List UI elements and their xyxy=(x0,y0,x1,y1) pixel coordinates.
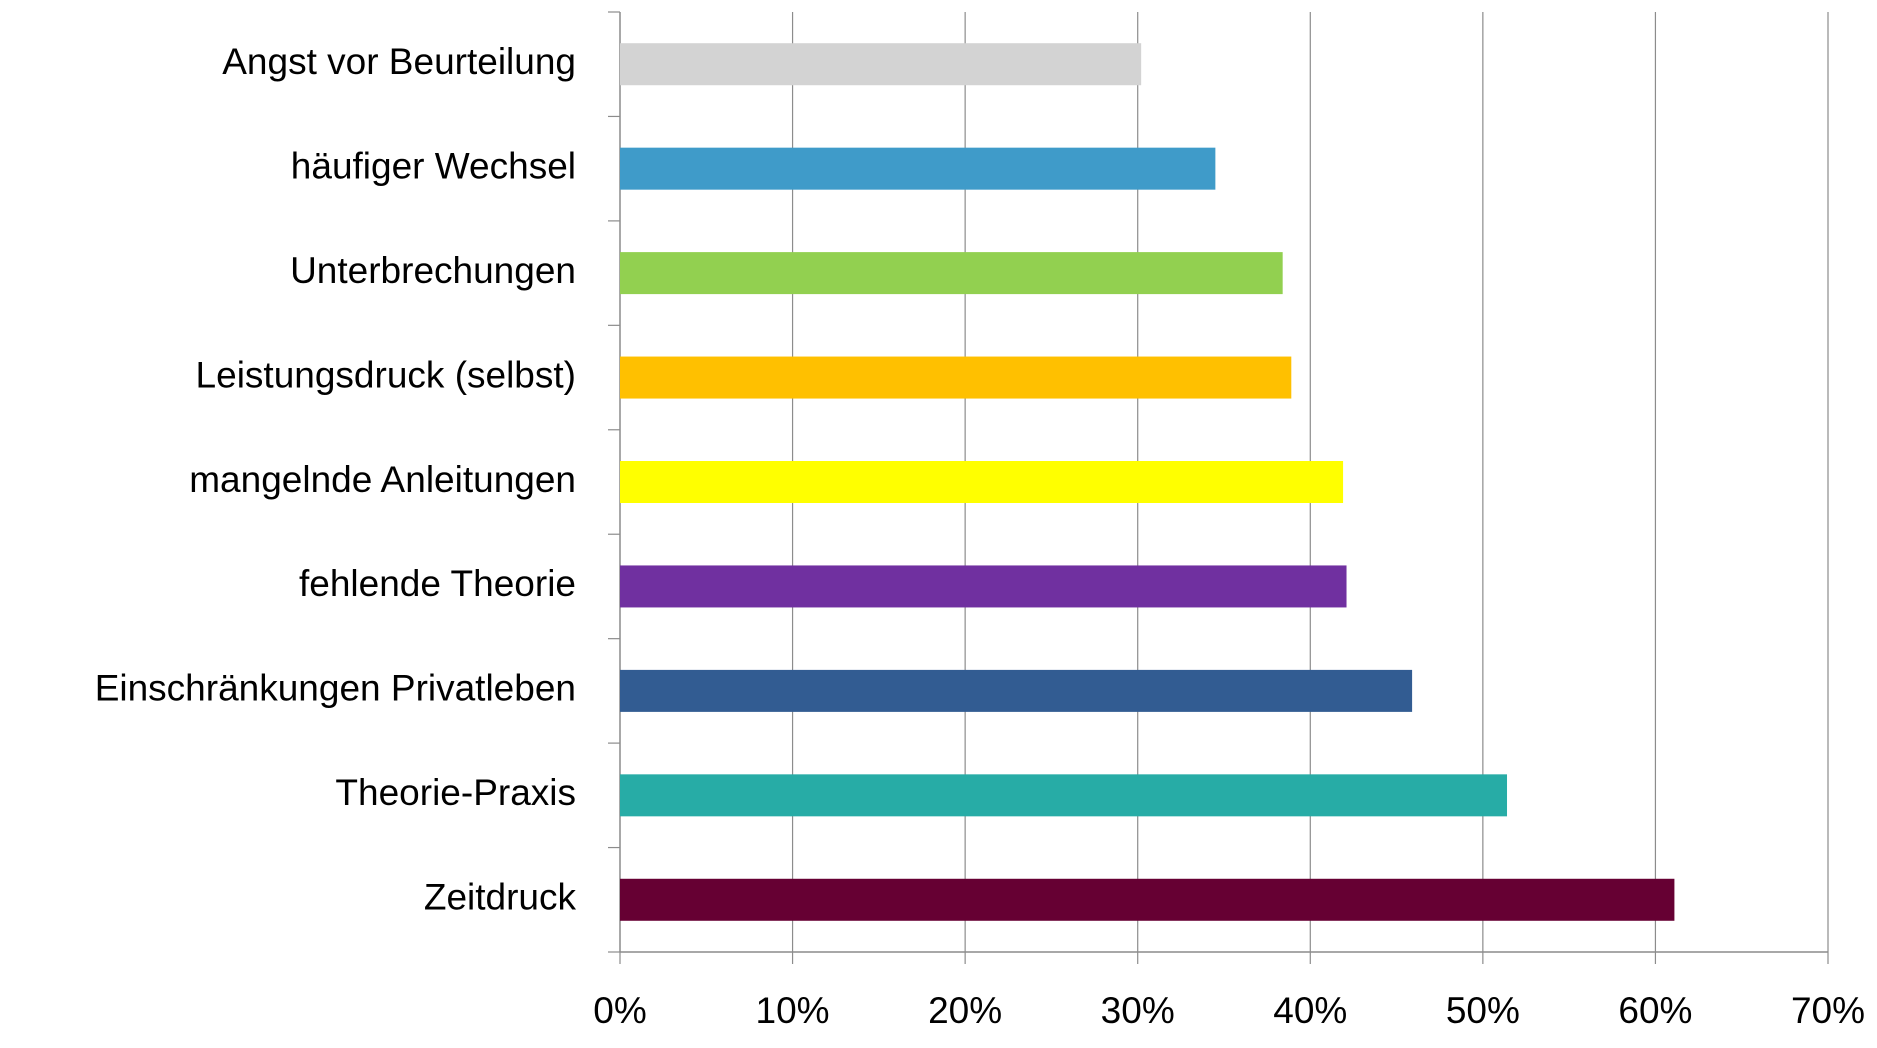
y-tick-label: Zeitdruck xyxy=(424,877,577,918)
bar xyxy=(620,147,1216,190)
bar xyxy=(620,774,1508,817)
bar xyxy=(620,356,1292,399)
y-tick-label: häufiger Wechsel xyxy=(291,145,576,186)
x-tick-label: 0% xyxy=(593,990,646,1031)
x-tick-label: 10% xyxy=(756,990,830,1031)
x-tick-label: 40% xyxy=(1273,990,1347,1031)
bar xyxy=(620,461,1344,503)
bar xyxy=(620,878,1675,921)
x-tick-label: 20% xyxy=(928,990,1002,1031)
y-tick-label: mangelnde Anleitungen xyxy=(189,459,576,500)
y-tick-label: Theorie-Praxis xyxy=(335,772,576,813)
y-tick-label: Leistungsdruck (selbst) xyxy=(196,354,576,395)
x-tick-label: 50% xyxy=(1446,990,1520,1031)
bar xyxy=(620,43,1142,86)
y-tick-label: Einschränkungen Privatleben xyxy=(95,668,576,709)
bar xyxy=(620,565,1347,608)
bar xyxy=(620,669,1413,712)
x-tick-label: 60% xyxy=(1618,990,1692,1031)
y-tick-label: Unterbrechungen xyxy=(290,250,576,291)
x-tick-label: 70% xyxy=(1791,990,1865,1031)
y-tick-label: Angst vor Beurteilung xyxy=(222,41,576,82)
y-tick-label: fehlende Theorie xyxy=(299,563,576,604)
bar xyxy=(620,252,1283,295)
x-tick-label: 30% xyxy=(1101,990,1175,1031)
